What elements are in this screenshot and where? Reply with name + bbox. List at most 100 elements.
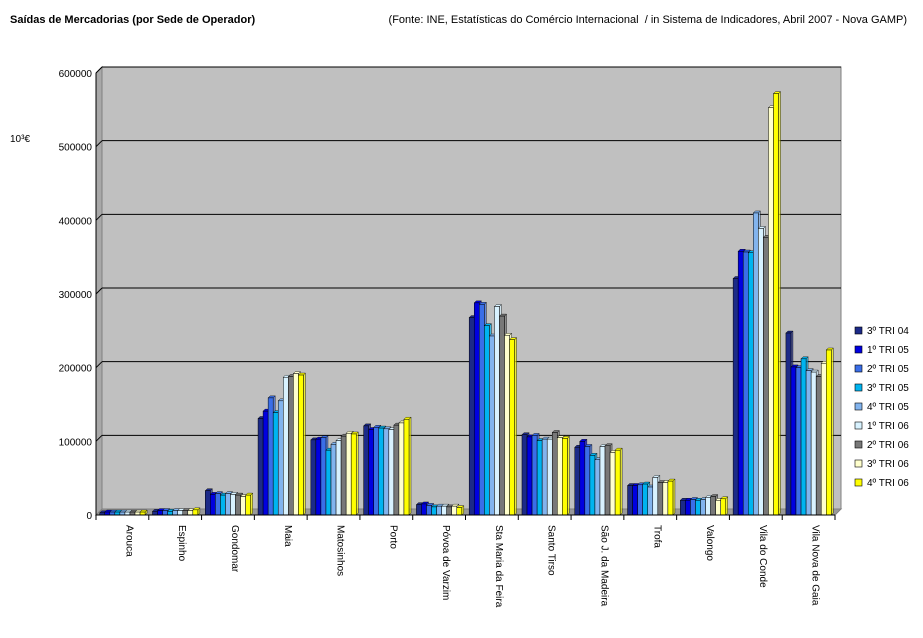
bar-front	[320, 437, 327, 516]
legend-item: 2º TRI 06	[854, 440, 909, 451]
legend-label: 3º TRI 04	[867, 326, 909, 337]
bar-front	[546, 438, 553, 516]
bar	[245, 492, 254, 516]
bar-front	[494, 306, 500, 516]
bar-front	[205, 490, 211, 516]
bar	[139, 509, 148, 516]
legend-item: 3º TRI 04	[854, 326, 909, 337]
x-tick-label: Matosinhos	[335, 525, 346, 576]
bar-front	[446, 506, 452, 516]
bar-front	[790, 366, 797, 516]
bar-front	[484, 325, 490, 516]
bar-front	[177, 510, 183, 516]
bar-side	[514, 337, 517, 516]
legend-label: 4º TRI 06	[867, 478, 909, 489]
bar-front	[589, 455, 596, 516]
bar-front	[594, 459, 601, 516]
bar-side	[619, 447, 623, 516]
bar-front	[340, 435, 347, 516]
bar-front	[187, 510, 194, 516]
legend-swatch	[854, 440, 863, 449]
y-tick-label: 300000	[59, 290, 93, 301]
bar	[350, 431, 359, 516]
bar-front	[267, 397, 274, 516]
bar-front	[345, 432, 352, 516]
bar	[403, 416, 412, 516]
bar	[456, 505, 465, 516]
gridline-side	[95, 66, 103, 74]
bar-front	[720, 498, 726, 516]
bar-side	[831, 347, 834, 516]
legend-item: 4º TRI 06	[854, 478, 909, 489]
bar-front	[667, 480, 674, 516]
bar-front	[562, 438, 568, 516]
bar-front	[685, 500, 691, 516]
bar-front	[526, 436, 533, 516]
legend-label: 1º TRI 06	[867, 421, 909, 432]
gridline-side	[95, 140, 103, 148]
bar-front	[298, 374, 304, 516]
legend-swatch	[854, 364, 863, 373]
bar-front	[350, 433, 357, 516]
bar-front	[753, 212, 759, 516]
bar-front	[162, 510, 168, 516]
x-tick-label: Vila do Conde	[757, 525, 768, 588]
bar-front	[363, 425, 369, 516]
bar-front	[257, 418, 264, 516]
bar	[720, 496, 729, 516]
legend-item: 4º TRI 05	[854, 402, 909, 413]
bar-front	[521, 434, 528, 516]
bar-front	[315, 438, 322, 516]
bar-side	[672, 478, 676, 516]
bar-front	[431, 506, 437, 516]
bar-front	[403, 418, 410, 516]
bar-front	[509, 339, 515, 516]
legend-swatch	[854, 326, 863, 335]
bar-front	[426, 505, 432, 516]
bar-front	[637, 484, 643, 516]
bar-side	[408, 416, 412, 516]
bar-front	[436, 505, 442, 516]
bar-front	[632, 485, 638, 516]
x-tick-label: Valongo	[704, 525, 715, 561]
bar-front	[815, 376, 822, 516]
x-tick-label: Trofa	[651, 525, 662, 548]
bar-front	[182, 510, 189, 516]
bar-front	[541, 438, 548, 516]
bar-side	[725, 496, 728, 516]
legend-swatch	[854, 459, 863, 468]
bar-side	[303, 372, 306, 516]
bar-front	[773, 93, 779, 516]
bar-front	[368, 429, 374, 516]
bar-front	[710, 496, 716, 516]
legend-label: 3º TRI 06	[867, 459, 909, 470]
legend-label: 2º TRI 05	[867, 364, 909, 375]
legend-item: 3º TRI 05	[854, 383, 909, 394]
gridline-side	[95, 287, 103, 295]
bar-front	[192, 509, 199, 516]
bar-front	[235, 494, 241, 516]
bar-front	[451, 505, 458, 516]
bar-front	[599, 446, 606, 516]
bar-front	[388, 429, 395, 516]
bar-front	[325, 449, 332, 516]
bar-front	[230, 494, 236, 516]
x-tick-label: São J. da Madeira	[598, 525, 609, 607]
gridline-side	[95, 434, 103, 442]
bar-front	[310, 439, 317, 516]
bar-front	[398, 422, 405, 516]
bar-front	[732, 278, 739, 516]
legend-swatch	[854, 402, 863, 411]
x-tick-label: Porto	[387, 525, 398, 549]
bar	[772, 91, 782, 516]
bar-front	[479, 304, 485, 516]
legend-item: 1º TRI 06	[854, 421, 909, 432]
y-tick-label: 400000	[59, 216, 93, 227]
x-tick-label: Sta Maria da Feira	[493, 525, 504, 608]
bar-front	[262, 410, 269, 516]
bar-front	[642, 483, 648, 516]
gridline-side	[95, 213, 103, 221]
bar-front	[393, 424, 400, 516]
y-tick-label: 100000	[59, 437, 93, 448]
